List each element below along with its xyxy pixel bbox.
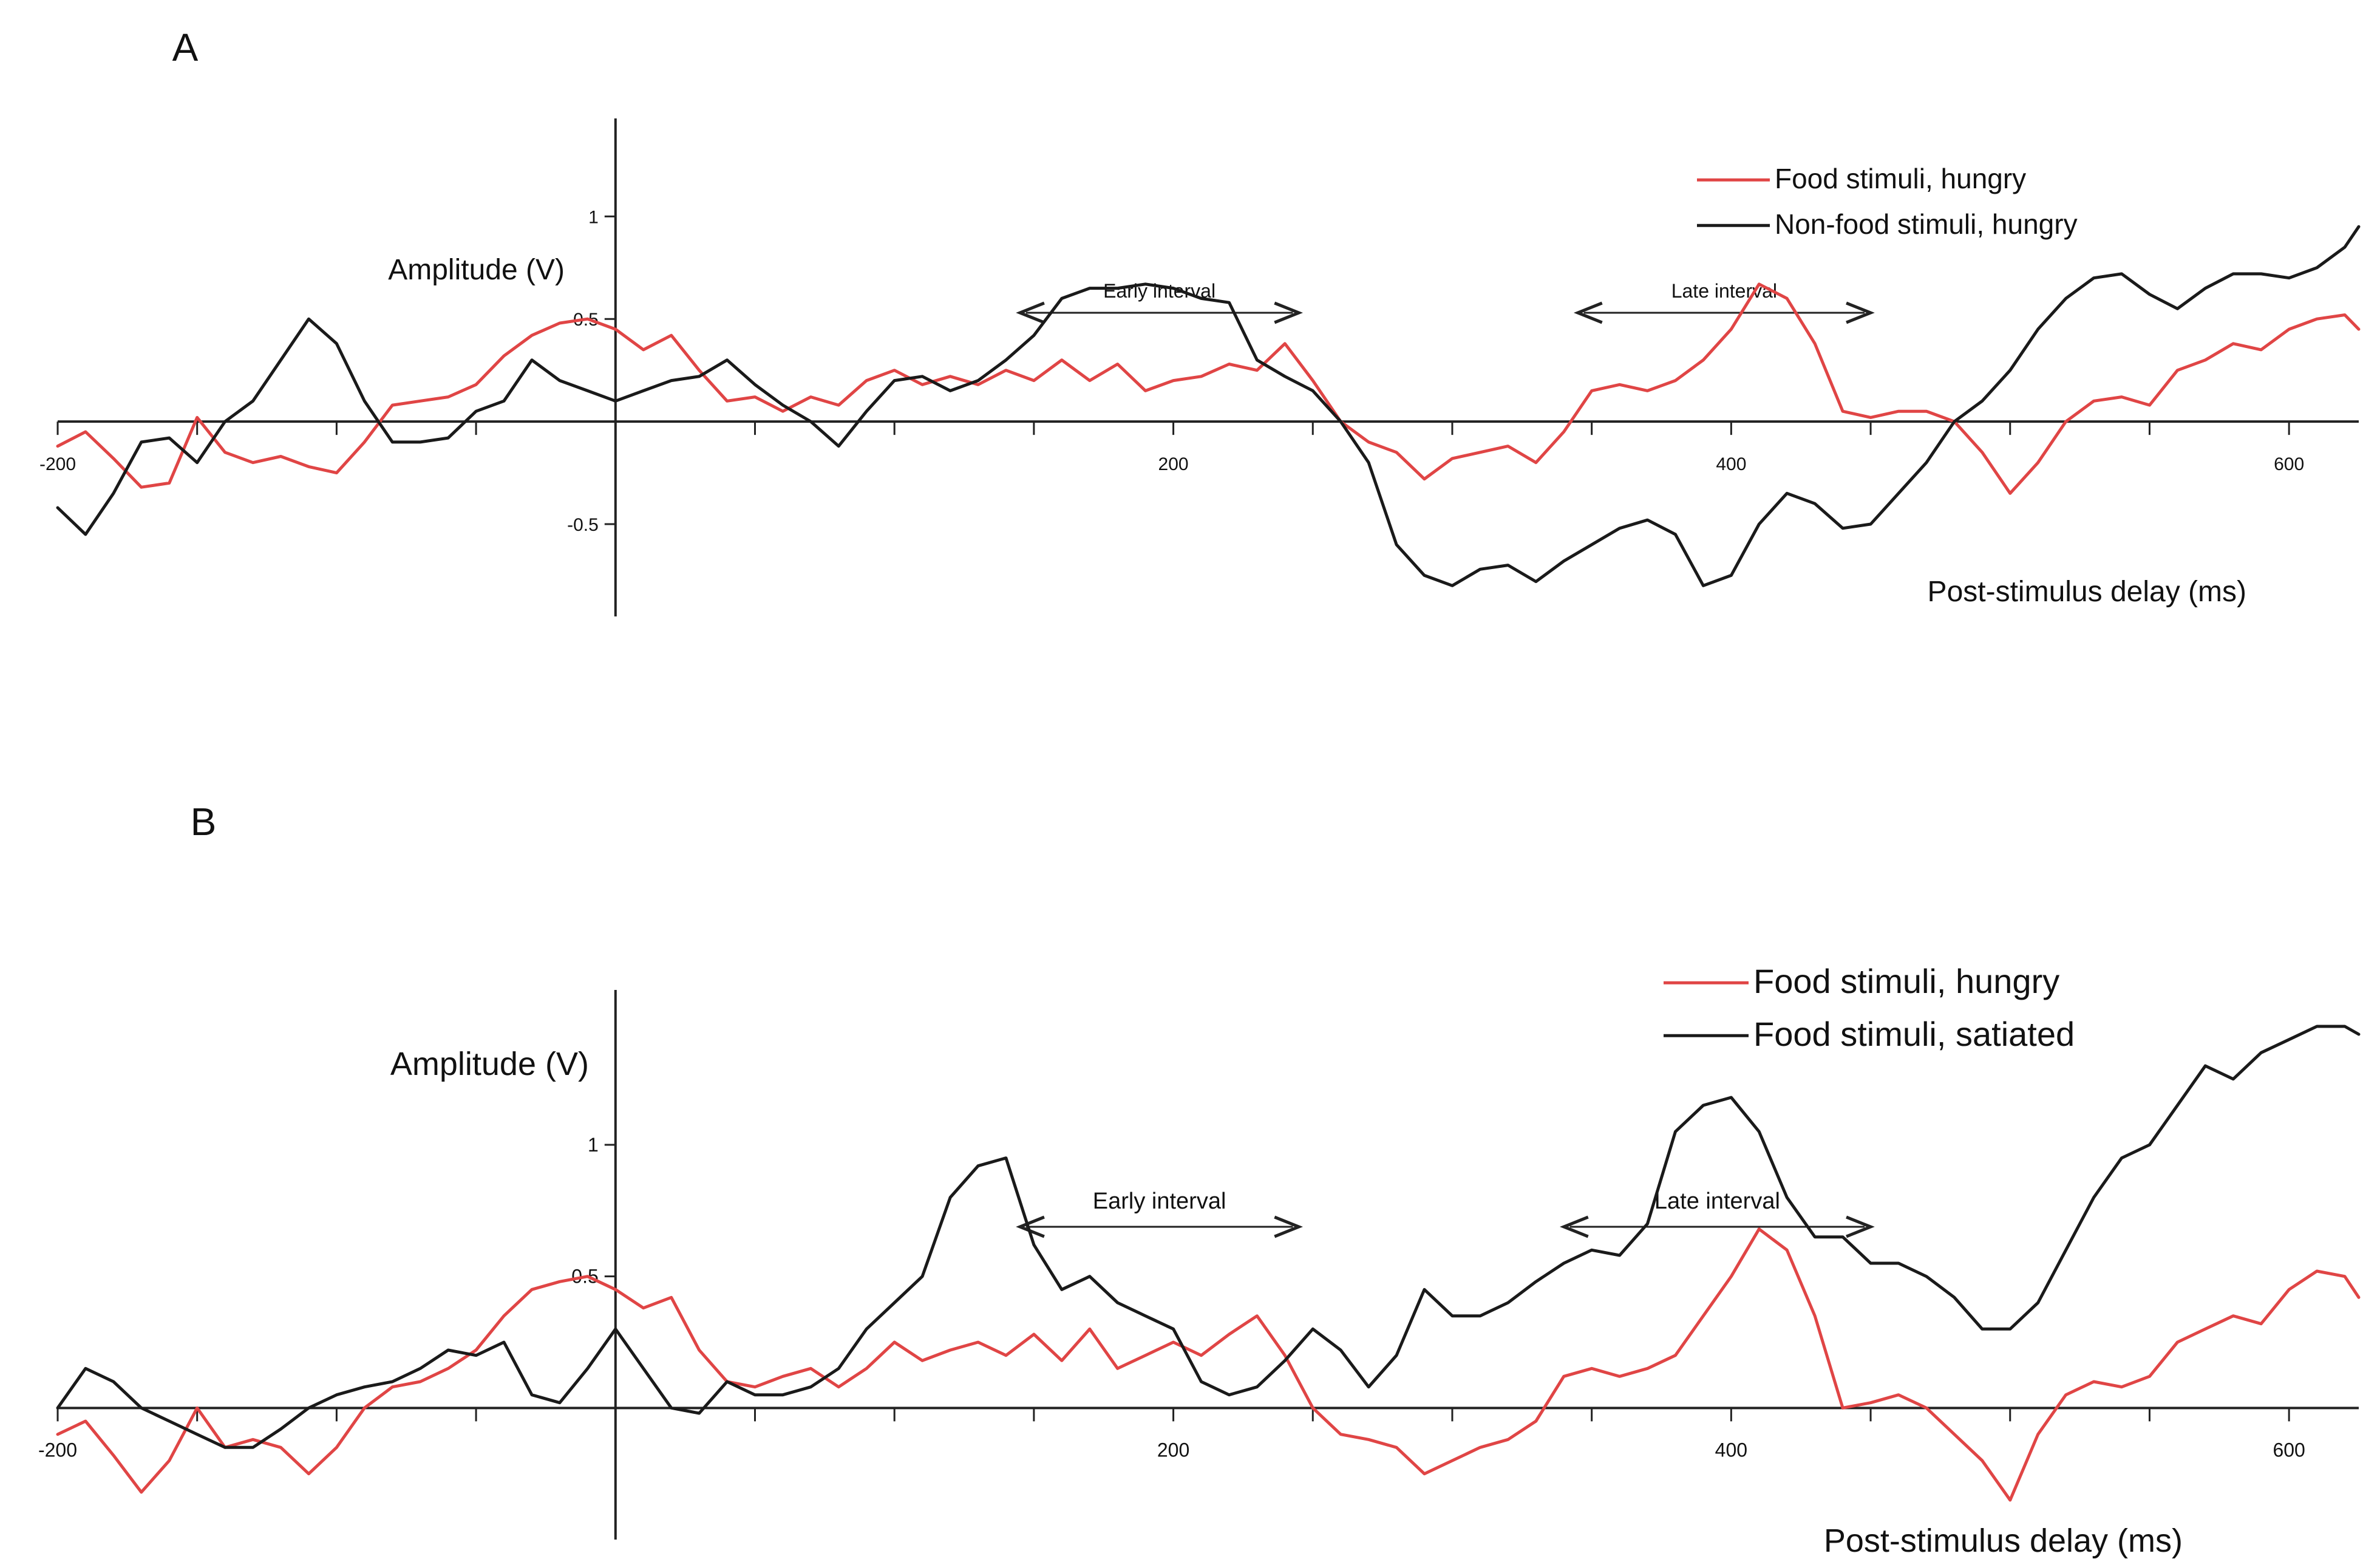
interval-arrow-right-icon	[1846, 301, 1875, 324]
legend-label: Food stimuli, hungry	[1775, 163, 2026, 194]
interval-arrow-left-icon	[1016, 1215, 1045, 1238]
interval-annotation: Late interval	[1573, 280, 1875, 324]
interval-label: Late interval	[1671, 280, 1777, 302]
x-tick-label: 200	[1158, 454, 1189, 474]
interval-label: Late interval	[1654, 1189, 1780, 1214]
series-line-food-stimuli-hungry	[56, 282, 2361, 495]
x-tick-label: -200	[38, 1439, 77, 1461]
series-line-non-food-stimuli-hungry	[56, 225, 2361, 587]
y-axis-title: Amplitude (V)	[388, 254, 565, 286]
legend-entry: Non-food stimuli, hungry	[1697, 208, 2078, 240]
x-tick-label: -200	[39, 454, 76, 474]
legend-entry: Food stimuli, hungry	[1697, 163, 2026, 194]
interval-arrow-right-icon	[1274, 301, 1304, 324]
interval-arrow-right-icon	[1846, 1215, 1875, 1238]
interval-arrow-left-icon	[1559, 1215, 1589, 1238]
x-tick-label: 400	[1716, 454, 1746, 474]
x-tick-label: 200	[1157, 1439, 1189, 1461]
interval-label: Early interval	[1093, 1189, 1226, 1214]
x-axis-title: Post-stimulus delay (ms)	[1928, 576, 2246, 608]
interval-arrow-left-icon	[1016, 301, 1045, 324]
interval-annotation: Early interval	[1016, 1189, 1304, 1238]
x-tick-label: 600	[2274, 454, 2304, 474]
legend-entry: Food stimuli, satiated	[1664, 1015, 2075, 1053]
y-axis-title: Amplitude (V)	[390, 1046, 589, 1082]
y-tick-label: -0.5	[567, 515, 599, 535]
interval-annotation: Late interval	[1559, 1189, 1875, 1238]
series-line-food-stimuli-hungry	[56, 1227, 2361, 1502]
y-tick-label: 1	[588, 207, 599, 227]
interval-arrow-left-icon	[1573, 301, 1603, 324]
x-tick-label: 600	[2273, 1439, 2305, 1461]
x-axis-title: Post-stimulus delay (ms)	[1824, 1523, 2183, 1559]
panel-label: A	[172, 26, 199, 69]
legend-label: Food stimuli, satiated	[1753, 1015, 2075, 1053]
y-tick-label: 1	[588, 1134, 599, 1156]
legend-label: Food stimuli, hungry	[1753, 962, 2059, 1000]
panel-label: B	[191, 800, 217, 844]
interval-arrow-right-icon	[1274, 1215, 1304, 1238]
legend-label: Non-food stimuli, hungry	[1775, 208, 2078, 240]
x-tick-label: 400	[1715, 1439, 1747, 1461]
legend-entry: Food stimuli, hungry	[1664, 962, 2059, 1000]
series-line-food-stimuli-satiated	[56, 1025, 2361, 1449]
